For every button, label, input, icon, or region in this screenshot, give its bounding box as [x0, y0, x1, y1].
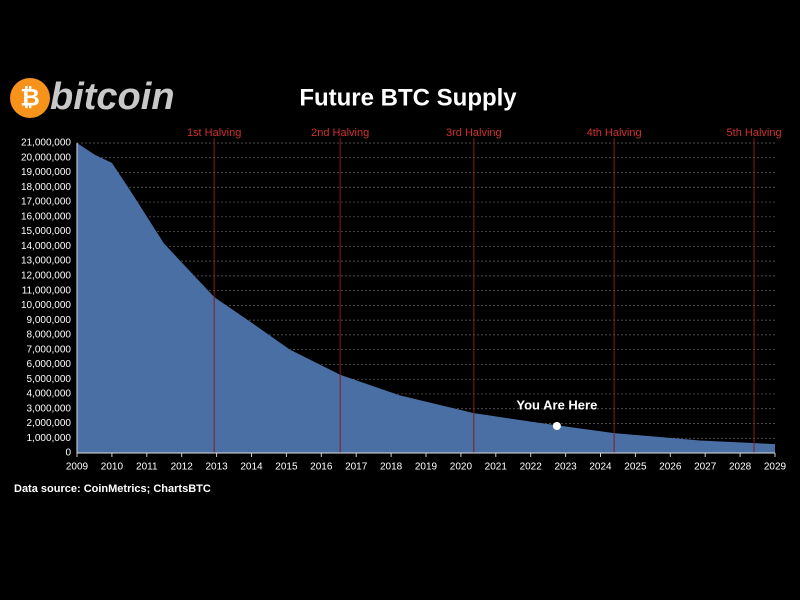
- y-tick-label: 9,000,000: [27, 315, 72, 326]
- halving-label: 3rd Halving: [446, 127, 502, 139]
- x-tick-label: 2017: [345, 462, 368, 473]
- y-tick-label: 7,000,000: [27, 344, 72, 355]
- y-tick-label: 3,000,000: [27, 403, 72, 414]
- halving-label: 5th Halving: [727, 127, 782, 139]
- y-tick-label: 0: [65, 448, 71, 459]
- y-tick-label: 20,000,000: [21, 152, 71, 163]
- y-tick-label: 2,000,000: [27, 418, 72, 429]
- logo-icon: [10, 78, 50, 118]
- y-tick-label: 8,000,000: [27, 330, 72, 341]
- logo-text: bitcoin: [50, 76, 175, 118]
- y-tick-label: 18,000,000: [21, 182, 71, 193]
- x-tick-label: 2023: [554, 462, 577, 473]
- y-tick-label: 4,000,000: [27, 389, 72, 400]
- y-tick-label: 6,000,000: [27, 359, 72, 370]
- y-tick-label: 14,000,000: [21, 241, 71, 252]
- x-tick-label: 2020: [450, 462, 473, 473]
- x-tick-label: 2015: [275, 462, 298, 473]
- x-tick-label: 2016: [310, 462, 333, 473]
- x-tick-label: 2019: [415, 462, 438, 473]
- x-tick-label: 2025: [624, 462, 647, 473]
- marker: [552, 421, 561, 430]
- y-tick-label: 21,000,000: [21, 138, 71, 149]
- halving-label: 4th Halving: [587, 127, 642, 139]
- y-tick-label: 19,000,000: [21, 167, 71, 178]
- y-tick-label: 16,000,000: [21, 211, 71, 222]
- x-tick-label: 2027: [694, 462, 717, 473]
- logo-symbol: ₿: [20, 84, 40, 111]
- x-tick-label: 2024: [589, 462, 612, 473]
- x-tick-label: 2010: [101, 462, 124, 473]
- x-tick-label: 2009: [66, 462, 89, 473]
- x-tick-label: 2014: [240, 462, 263, 473]
- x-tick-label: 2029: [764, 462, 787, 473]
- y-tick-label: 5,000,000: [27, 374, 72, 385]
- x-tick-label: 2022: [520, 462, 543, 473]
- y-tick-label: 17,000,000: [21, 197, 71, 208]
- area: [77, 143, 775, 453]
- x-tick-label: 2021: [485, 462, 508, 473]
- chart-title: Future BTC Supply: [299, 84, 517, 111]
- x-tick-label: 2028: [729, 462, 752, 473]
- y-tick-label: 15,000,000: [21, 226, 71, 237]
- y-tick-label: 12,000,000: [21, 270, 71, 281]
- x-tick-label: 2026: [659, 462, 682, 473]
- x-tick-label: 2018: [380, 462, 403, 473]
- y-tick-label: 11,000,000: [22, 285, 72, 296]
- halving-label: 1st Halving: [187, 127, 241, 139]
- x-tick-label: 2013: [205, 462, 228, 473]
- y-tick-label: 13,000,000: [21, 256, 71, 267]
- annotation: You Are Here: [516, 397, 597, 412]
- x-tick-label: 2012: [171, 462, 194, 473]
- halving-label: 2nd Halving: [311, 127, 369, 139]
- x-tick-label: 2011: [136, 462, 158, 473]
- y-tick-label: 10,000,000: [21, 300, 71, 311]
- source-note: Data source: CoinMetrics; ChartsBTC: [14, 483, 211, 495]
- y-tick-label: 1,000,000: [27, 433, 72, 444]
